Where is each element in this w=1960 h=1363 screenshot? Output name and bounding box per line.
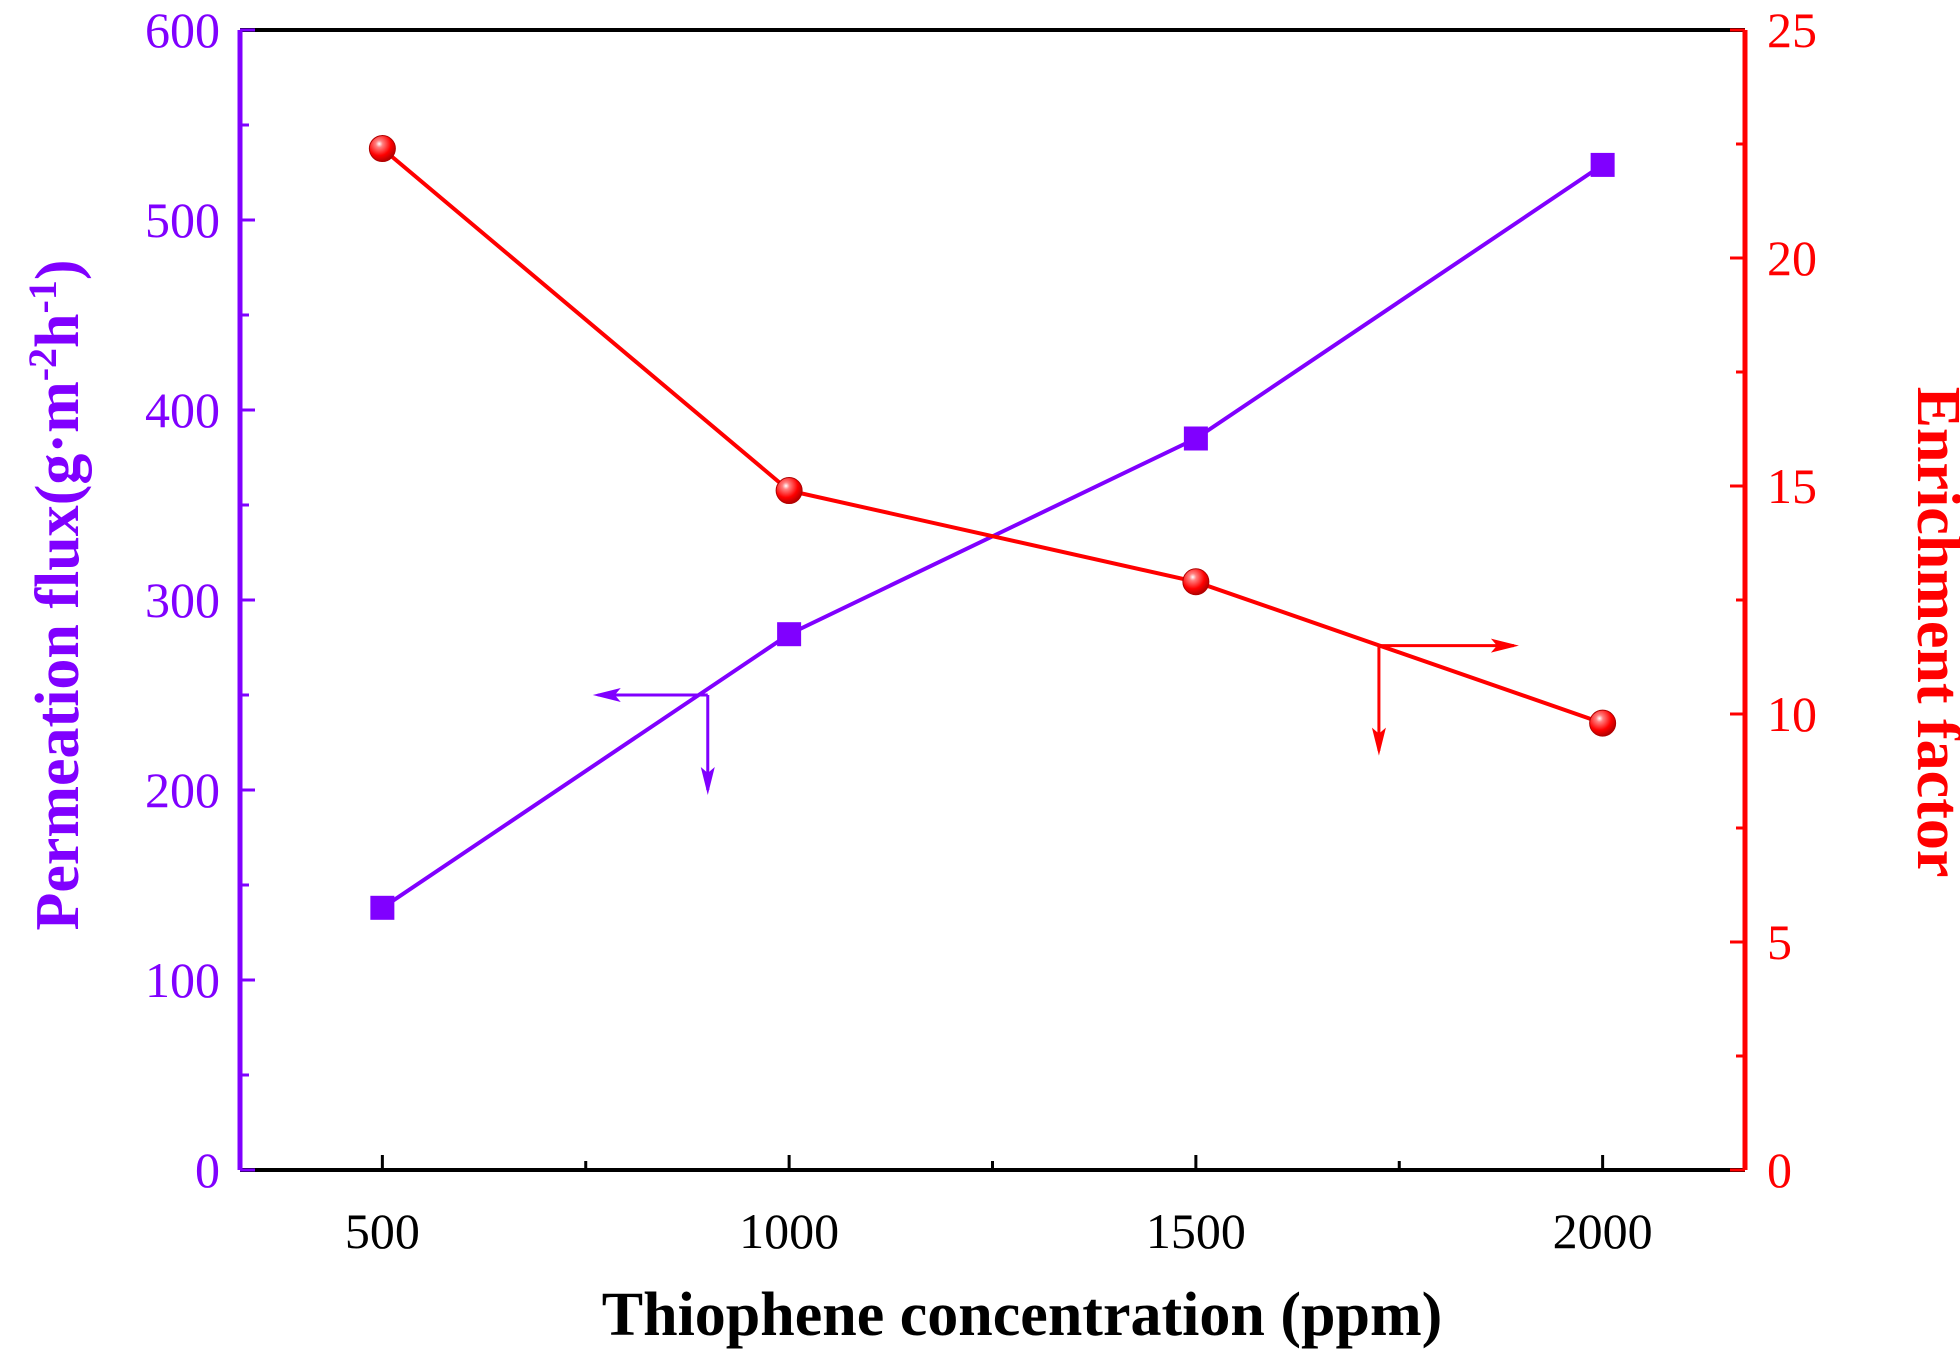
y-left-tick-label: 0: [195, 1142, 220, 1198]
y-left-tick-label: 200: [145, 762, 220, 818]
data-point-flux: [1590, 152, 1615, 177]
y-left-tick-label: 100: [145, 952, 220, 1008]
y-axis-left-title: Permeation flux(g·m-2h-1): [20, 259, 92, 930]
y-left-tick-label: 400: [145, 382, 220, 438]
y-left-tick-label: 500: [145, 192, 220, 248]
y-right-tick-label: 10: [1767, 686, 1817, 742]
y-left-tick-label: 300: [145, 572, 220, 628]
y-right-tick-label: 25: [1767, 2, 1817, 58]
x-axis-title: Thiophene concentration (ppm): [602, 1281, 1442, 1349]
y-right-tick-label: 0: [1767, 1142, 1792, 1198]
data-point-flux: [370, 895, 395, 920]
series-line-enrichment-factor: [381, 147, 1604, 725]
x-tick-label: 1000: [739, 1203, 839, 1259]
data-point-flux: [1183, 426, 1208, 451]
enrichment-arrow-head-right: [1490, 638, 1519, 653]
y-right-tick-label: 5: [1767, 914, 1792, 970]
y-left-title-part2: h: [24, 313, 92, 347]
enrichment-arrow-head-down: [1371, 727, 1386, 756]
data-point-enrichment: [1182, 568, 1210, 596]
flux-arrow-head-down: [700, 767, 715, 795]
data-point-enrichment: [368, 135, 396, 163]
data-point-enrichment: [775, 477, 803, 505]
y-left-title-part3: ): [24, 259, 92, 280]
flux-arrow-head-left: [592, 688, 621, 702]
y-right-tick-label: 20: [1767, 230, 1817, 286]
x-tick-label: 500: [345, 1203, 420, 1259]
data-point-flux: [777, 622, 802, 647]
y-left-title-sup1: -2: [20, 348, 65, 381]
data-point-enrichment: [1589, 709, 1617, 737]
y-left-title-part1: Permeation flux(g·m: [24, 381, 92, 930]
plot-area: [240, 30, 1745, 1170]
y-axis-right-title: Enrichment factor: [1904, 387, 1960, 878]
y-right-tick-label: 15: [1767, 458, 1817, 514]
y-left-tick-label: 600: [145, 2, 220, 58]
y-left-title-sup2: -1: [20, 280, 65, 313]
x-tick-label: 1500: [1146, 1203, 1246, 1259]
x-tick-label: 2000: [1553, 1203, 1653, 1259]
